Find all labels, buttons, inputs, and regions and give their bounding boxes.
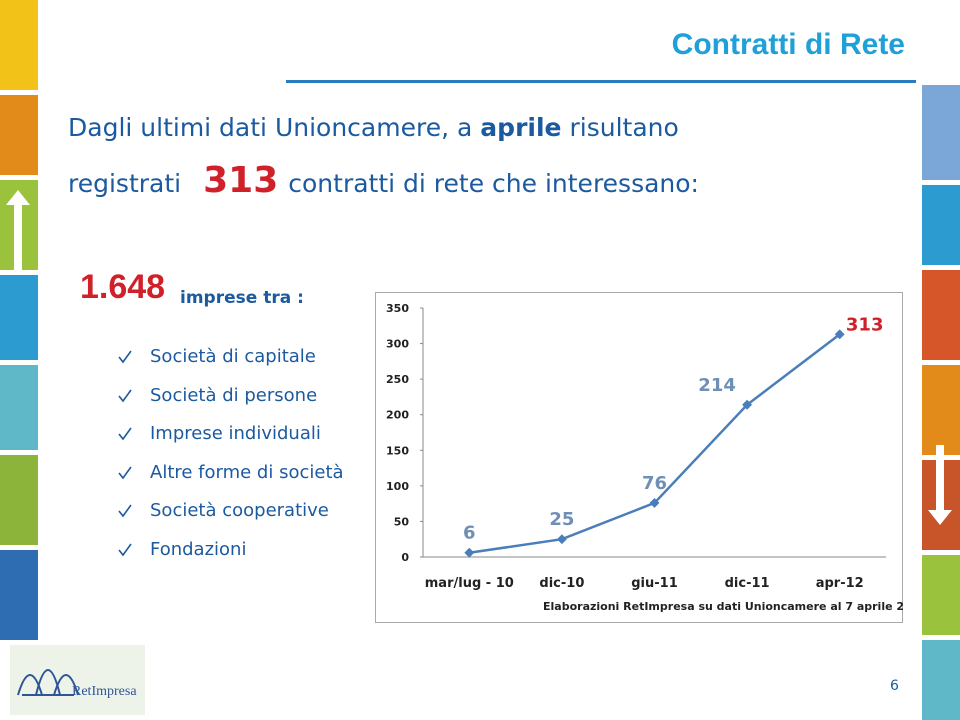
data-label: 313: [846, 314, 884, 335]
y-tick-label: 50: [394, 515, 410, 528]
list-item: Società di capitale: [118, 346, 316, 367]
check-icon: [118, 389, 132, 402]
intro-line: registrati 313 contratti di rete che inter…: [68, 160, 707, 201]
text: contratti di rete che interessano:: [288, 169, 699, 198]
list-item: Società cooperative: [118, 500, 329, 521]
y-tick-label: 300: [386, 338, 409, 351]
list-text: Fondazioni: [150, 538, 247, 560]
y-tick-label: 200: [386, 409, 409, 422]
slide-title: Contratti di Rete: [671, 28, 905, 61]
check-icon: [118, 543, 132, 556]
marker: [834, 329, 845, 340]
x-tick-label: dic-10: [539, 576, 584, 591]
marker: [649, 497, 660, 508]
text: Dagli ultimi dati Unioncamere, a: [68, 113, 473, 142]
data-label: 6: [463, 523, 476, 544]
x-tick-label: giu-11: [631, 576, 678, 591]
imprese-count: 1.648: [80, 268, 166, 306]
marker: [742, 399, 753, 410]
check-icon: [118, 504, 132, 518]
list-item: Imprese individuali: [118, 423, 321, 444]
chart-source: Elaborazioni RetImpresa su dati Unioncam…: [543, 600, 903, 613]
list-text: Società di capitale: [150, 346, 316, 367]
y-tick-label: 250: [386, 373, 409, 386]
text: aprile: [480, 113, 562, 142]
logo-text: RetImpresa: [72, 684, 137, 699]
check-icon: [118, 350, 132, 364]
x-tick-label: mar/lug - 10: [425, 576, 514, 591]
data-label: 25: [549, 509, 574, 530]
list-text: Società cooperative: [150, 500, 329, 521]
chart-frame: [375, 292, 903, 623]
marker: [464, 547, 475, 558]
list-text: Altre forme di società: [150, 461, 344, 483]
y-tick-label: 0: [401, 551, 409, 564]
list-item: Società di persone: [118, 385, 317, 406]
intro-line: Dagli ultimi dati Unioncamere, a aprile ri…: [68, 113, 687, 142]
check-icon: [118, 466, 132, 479]
text: registrati: [68, 169, 182, 198]
y-tick-label: 150: [386, 444, 409, 457]
x-tick-label: dic-11: [725, 576, 770, 591]
right-decoration: [922, 85, 960, 720]
logo: RetImpresa: [10, 645, 145, 715]
page-number: 6: [890, 678, 899, 694]
x-tick-label: apr-12: [816, 576, 864, 591]
list-text: Società di persone: [150, 384, 318, 406]
imprese-label: imprese tra :: [180, 288, 304, 308]
y-tick-label: 350: [386, 302, 409, 315]
title-rule: [286, 80, 916, 83]
left-decoration: [0, 0, 38, 640]
highlight-number: 313: [203, 160, 279, 201]
chart: 0 50 100 150 200 250 300 350 mar/lug - 10 dic-10 g…: [375, 292, 903, 623]
text: risultano: [569, 113, 679, 142]
data-label: 214: [698, 375, 736, 396]
y-tick-label: 100: [386, 480, 409, 493]
list-item: Altre forme di società: [118, 462, 344, 483]
list-item: Fondazioni: [118, 539, 246, 560]
check-icon: [118, 427, 132, 441]
list-text: Imprese individuali: [150, 423, 321, 444]
data-label: 76: [642, 473, 667, 494]
